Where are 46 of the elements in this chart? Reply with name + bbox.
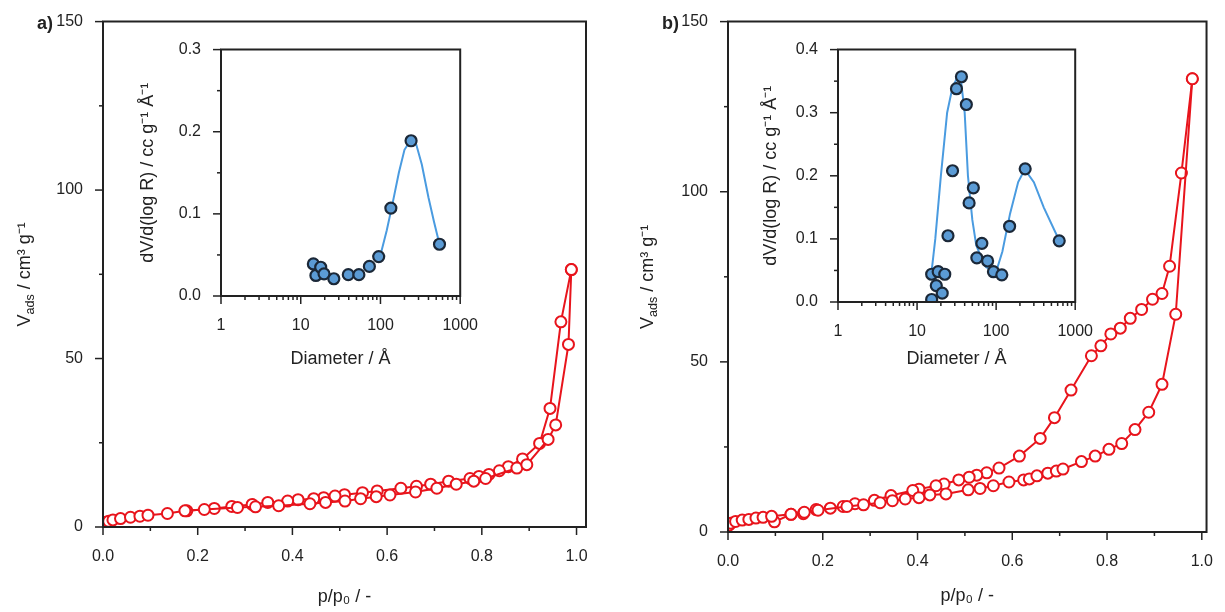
y-tick-label: 50	[65, 348, 84, 366]
x-tick-label: 100	[367, 316, 394, 334]
y-tick-label: 50	[690, 352, 709, 370]
y-tick-label: 0.3	[795, 103, 819, 121]
y-tick-label: 100	[681, 182, 709, 200]
x-tick-label: 100	[982, 322, 1010, 340]
y-tick-label: 0.0	[795, 292, 819, 310]
y-axis-title: dV/d(log R) / cc g⁻¹ Å⁻¹	[759, 85, 780, 266]
x-tick-label: 1.0	[1190, 552, 1214, 570]
x-tick-label: 0.8	[1095, 552, 1119, 570]
x-tick-label: 10	[291, 316, 310, 334]
y-tick-label: 0	[74, 517, 84, 535]
x-tick-label: 0.6	[1001, 552, 1024, 570]
x-tick-label: 1000	[442, 316, 479, 334]
y-tick-label: 0	[699, 522, 709, 540]
x-axis-title: p/p₀ / -	[317, 585, 372, 606]
x-tick-label: 0.6	[375, 547, 399, 565]
y-tick-label: 0.4	[795, 40, 819, 58]
y-tick-label: 0.0	[178, 286, 202, 304]
chart-title: b)	[662, 12, 679, 33]
y-tick-label: 150	[681, 12, 709, 30]
y-tick-label: 0.2	[178, 122, 202, 140]
x-axis-title: Diameter / Å	[290, 347, 391, 368]
x-tick-label: 0.8	[470, 547, 494, 565]
x-axis-title: p/p₀ / -	[940, 584, 995, 605]
chart-title: a)	[37, 12, 54, 33]
x-tick-label: 0.0	[91, 547, 115, 565]
y-tick-label: 0.1	[795, 229, 819, 247]
x-tick-label: 0.4	[281, 547, 304, 565]
x-axis-title: Diameter / Å	[906, 347, 1007, 368]
y-axis-title: dV/d(log R) / cc g⁻¹ Å⁻¹	[136, 82, 157, 263]
x-tick-label: 0.4	[906, 552, 929, 570]
y-tick-label: 0.3	[178, 40, 202, 58]
y-axis-title: Vads / cm³ g⁻¹	[636, 224, 660, 329]
x-tick-label: 1000	[1057, 322, 1094, 340]
y-tick-label: 150	[56, 12, 84, 30]
x-tick-label: 10	[908, 322, 927, 340]
y-axis-title: Vads / cm³ g⁻¹	[13, 222, 37, 327]
x-tick-label: 1	[833, 322, 843, 340]
y-tick-label: 0.1	[178, 204, 202, 222]
y-tick-label: 0.2	[795, 166, 819, 184]
x-tick-label: 0.2	[811, 552, 834, 570]
x-tick-label: 1.0	[565, 547, 588, 565]
x-tick-label: 1	[216, 316, 226, 334]
y-tick-label: 100	[56, 180, 84, 198]
x-tick-label: 0.0	[716, 552, 740, 570]
